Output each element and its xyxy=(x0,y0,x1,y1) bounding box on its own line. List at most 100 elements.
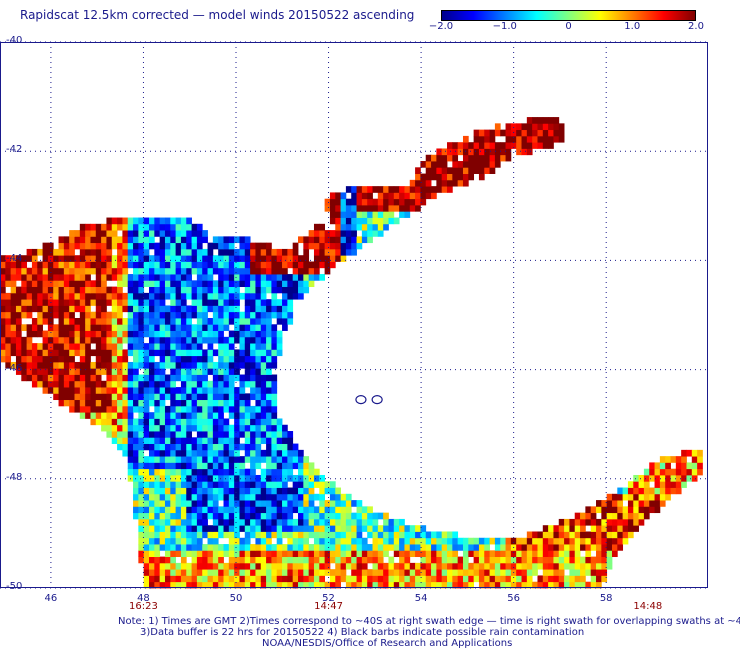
swath-cell xyxy=(329,211,336,218)
swath-cell xyxy=(319,242,326,250)
swath-cell xyxy=(234,286,240,294)
swath-cell xyxy=(239,468,246,476)
swath-cell xyxy=(159,387,166,394)
swath-cell xyxy=(351,569,357,576)
swath-cell xyxy=(101,255,107,262)
swath-cell xyxy=(196,443,203,451)
swath-cell xyxy=(478,544,485,551)
swath-cell xyxy=(175,236,182,244)
swath-cell xyxy=(175,544,182,551)
swath-cell xyxy=(111,355,118,363)
swath-cell xyxy=(21,286,28,294)
swath-cell xyxy=(63,380,70,388)
swath-cell xyxy=(431,556,437,564)
swath-cell xyxy=(127,424,134,432)
swath-cell xyxy=(180,493,187,501)
swath-cell xyxy=(521,569,528,576)
swath-cell xyxy=(5,349,12,357)
swath-cell xyxy=(335,518,341,526)
swath-cell xyxy=(180,236,187,244)
swath-cell xyxy=(447,167,453,174)
swath-cell xyxy=(58,361,65,369)
swath-cell xyxy=(90,412,97,419)
swath-cell xyxy=(239,544,246,551)
swath-cell xyxy=(542,537,549,545)
swath-cell xyxy=(260,318,267,325)
swath-cell xyxy=(228,474,235,482)
swath-cell xyxy=(207,280,214,288)
swath-cell xyxy=(367,581,373,589)
swath-cell xyxy=(122,387,129,394)
swath-cell xyxy=(37,311,43,319)
swath-cell xyxy=(58,267,65,275)
swath-cell xyxy=(260,550,267,558)
swath-cell xyxy=(53,292,59,300)
swath-cell xyxy=(244,412,251,419)
swath-cell xyxy=(101,330,107,338)
swath-cell xyxy=(42,248,49,256)
swath-cell xyxy=(266,418,272,426)
swath-cell xyxy=(202,374,208,382)
swath-cell xyxy=(26,292,33,300)
swath-cell xyxy=(681,462,687,470)
swath-cell xyxy=(117,437,123,444)
swath-cell xyxy=(260,299,267,306)
swath-cell xyxy=(69,248,75,256)
swath-cell xyxy=(111,230,118,237)
swath-cell xyxy=(532,556,538,564)
swath-cell xyxy=(122,248,129,256)
swath-cell xyxy=(47,380,54,388)
swath-cell xyxy=(180,292,187,300)
swath-cell xyxy=(462,581,469,589)
swath-cell xyxy=(127,449,134,457)
swath-cell xyxy=(409,537,416,545)
swath-cell xyxy=(218,393,224,401)
swath-cell xyxy=(537,537,544,545)
swath-cell xyxy=(234,412,240,419)
swath-cell xyxy=(143,305,150,313)
swath-cell xyxy=(292,242,299,250)
swath-cell xyxy=(106,318,113,325)
swath-cell xyxy=(494,544,501,551)
swath-cell xyxy=(356,512,363,520)
swath-cell xyxy=(95,261,102,269)
swath-cell xyxy=(101,236,107,244)
swath-cell xyxy=(170,343,177,350)
swath-cell xyxy=(63,343,70,350)
swath-cell xyxy=(250,525,256,532)
swath-cell xyxy=(494,569,501,576)
swath-cell xyxy=(478,142,485,149)
swath-cell xyxy=(383,575,389,583)
swath-cell xyxy=(202,267,208,275)
swath-cell xyxy=(164,393,171,401)
swath-cell xyxy=(250,418,256,426)
swath-cell xyxy=(500,569,506,576)
swath-cell xyxy=(159,506,166,514)
swath-cell xyxy=(127,368,134,375)
swath-cell xyxy=(372,556,379,564)
swath-cell xyxy=(260,537,267,545)
swath-cell xyxy=(345,217,352,225)
swath-cell xyxy=(313,575,320,583)
swath-cell xyxy=(558,556,565,564)
swath-cell xyxy=(149,374,155,382)
swath-cell xyxy=(180,349,187,357)
swath-cell xyxy=(202,368,208,375)
swath-cell xyxy=(138,286,145,294)
swath-cell xyxy=(447,142,453,149)
swath-cell xyxy=(234,299,240,306)
swath-cell xyxy=(260,393,267,401)
swath-cell xyxy=(250,443,256,451)
swath-cell xyxy=(239,267,246,275)
swath-cell xyxy=(399,581,405,589)
swath-cell xyxy=(207,248,214,256)
swath-cell xyxy=(383,550,389,558)
swath-cell xyxy=(175,487,182,495)
swath-cell xyxy=(313,537,320,545)
swath-cell xyxy=(58,292,65,300)
swath-cell xyxy=(31,324,38,331)
swath-cell xyxy=(149,418,155,426)
swath-cell xyxy=(138,537,145,545)
swath-cell xyxy=(154,581,161,589)
swath-cell xyxy=(255,324,262,331)
